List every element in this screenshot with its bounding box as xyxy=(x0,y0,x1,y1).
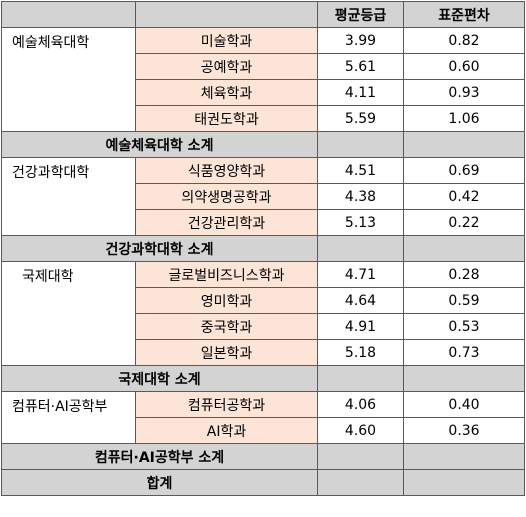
std-dev: 0.28 xyxy=(403,261,525,288)
avg-grade: 3.99 xyxy=(317,27,404,54)
table-row: 건강과학대학 식품영양학과 4.51 0.69 xyxy=(1,157,525,236)
dept-name: 컴퓨터공학과 xyxy=(135,391,318,418)
dept-name: 일본학과 xyxy=(135,339,318,366)
std-dev: 0.93 xyxy=(403,79,525,106)
dept-name: 체육학과 xyxy=(135,79,318,106)
avg-grade: 5.18 xyxy=(317,339,404,366)
table-row: 중국학과 4.91 0.53 xyxy=(2,313,525,340)
avg-grade: 4.06 xyxy=(317,391,404,418)
table-row: 공예학과 5.61 0.60 xyxy=(2,53,525,80)
total-avg xyxy=(317,469,404,496)
table-row: AI학과 4.60 0.36 xyxy=(2,417,525,444)
table-row: 컴퓨터·AI공학부 컴퓨터공학과 4.06 0.40 xyxy=(1,391,525,444)
total-row: 합계 xyxy=(1,469,525,496)
avg-grade: 4.11 xyxy=(317,79,404,106)
avg-grade: 4.64 xyxy=(317,287,404,314)
subtotal-label: 컴퓨터·AI공학부 소계 xyxy=(1,443,318,470)
avg-grade: 4.51 xyxy=(317,157,404,184)
std-dev: 1.06 xyxy=(403,105,525,132)
subtotal-row: 예술체육대학 소계 xyxy=(1,131,525,158)
subtotal-avg xyxy=(317,365,404,392)
avg-grade: 5.13 xyxy=(317,209,404,236)
avg-grade: 4.71 xyxy=(317,261,404,288)
std-dev: 0.36 xyxy=(403,417,525,444)
std-dev: 0.53 xyxy=(403,313,525,340)
college-name: 컴퓨터·AI공학부 xyxy=(1,391,136,444)
header-row: 평균등급 표준편차 xyxy=(1,1,525,28)
subtotal-std xyxy=(403,365,525,392)
avg-grade: 4.91 xyxy=(317,313,404,340)
std-dev: 0.82 xyxy=(403,27,525,54)
subtotal-label: 건강과학대학 소계 xyxy=(1,235,318,262)
grade-table: 평균등급 표준편차 예술체육대학 미술학과 3.99 0.82 공예학과 5.6… xyxy=(1,1,525,496)
dept-name: AI학과 xyxy=(135,417,318,444)
dept-name: 중국학과 xyxy=(135,313,318,340)
table-row: 의약생명공학과 4.38 0.42 xyxy=(2,183,525,210)
table-row: 체육학과 4.11 0.93 xyxy=(2,79,525,106)
std-dev: 0.42 xyxy=(403,183,525,210)
header-std-dev: 표준편차 xyxy=(403,1,525,28)
avg-grade: 4.38 xyxy=(317,183,404,210)
dept-name: 건강관리학과 xyxy=(135,209,318,236)
subtotal-std xyxy=(403,443,525,470)
total-std xyxy=(403,469,525,496)
subtotal-avg xyxy=(317,443,404,470)
std-dev: 0.60 xyxy=(403,53,525,80)
std-dev: 0.40 xyxy=(403,391,525,418)
dept-name: 태권도학과 xyxy=(135,105,318,132)
subtotal-avg xyxy=(317,131,404,158)
college-name: 국제대학 xyxy=(1,261,136,366)
dept-name: 글로벌비즈니스학과 xyxy=(135,261,318,288)
dept-name: 영미학과 xyxy=(135,287,318,314)
header-avg-grade: 평균등급 xyxy=(317,1,404,28)
header-dept xyxy=(135,1,318,28)
dept-name: 식품영양학과 xyxy=(135,157,318,184)
table-row: 영미학과 4.64 0.59 xyxy=(2,287,525,314)
subtotal-row: 국제대학 소계 xyxy=(1,365,525,392)
subtotal-avg xyxy=(317,235,404,262)
table-row: 건강관리학과 5.13 0.22 xyxy=(2,209,525,236)
table-row: 일본학과 5.18 0.73 xyxy=(2,339,525,366)
avg-grade: 5.61 xyxy=(317,53,404,80)
header-college xyxy=(1,1,136,28)
avg-grade: 5.59 xyxy=(317,105,404,132)
subtotal-row: 건강과학대학 소계 xyxy=(1,235,525,262)
std-dev: 0.22 xyxy=(403,209,525,236)
table-row: 예술체육대학 미술학과 3.99 0.82 xyxy=(1,27,525,132)
avg-grade: 4.60 xyxy=(317,417,404,444)
std-dev: 0.59 xyxy=(403,287,525,314)
college-name: 예술체육대학 xyxy=(1,27,136,132)
std-dev: 0.73 xyxy=(403,339,525,366)
dept-name: 미술학과 xyxy=(135,27,318,54)
subtotal-row: 컴퓨터·AI공학부 소계 xyxy=(1,443,525,470)
table-row: 태권도학과 5.59 1.06 xyxy=(2,105,525,132)
subtotal-label: 국제대학 소계 xyxy=(1,365,318,392)
subtotal-label: 예술체육대학 소계 xyxy=(1,131,318,158)
total-label: 합계 xyxy=(1,469,318,496)
subtotal-std xyxy=(403,235,525,262)
dept-name: 의약생명공학과 xyxy=(135,183,318,210)
std-dev: 0.69 xyxy=(403,157,525,184)
dept-name: 공예학과 xyxy=(135,53,318,80)
table-row: 국제대학 글로벌비즈니스학과 4.71 0.28 xyxy=(1,261,525,366)
college-name: 건강과학대학 xyxy=(1,157,136,236)
subtotal-std xyxy=(403,131,525,158)
